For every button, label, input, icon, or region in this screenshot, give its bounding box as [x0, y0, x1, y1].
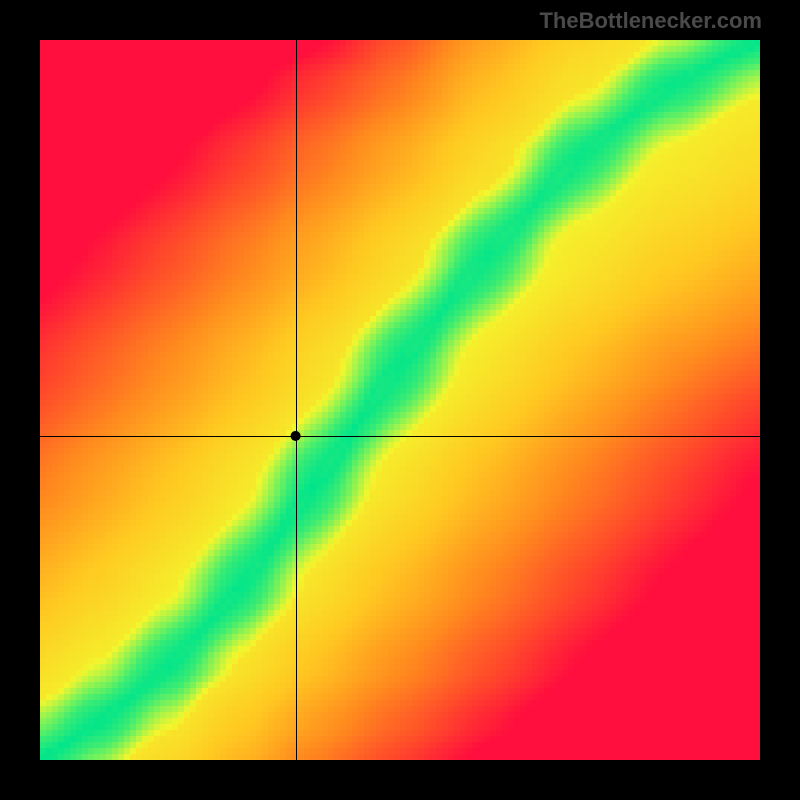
chart-container: TheBottlenecker.com — [0, 0, 800, 800]
watermark-text: TheBottlenecker.com — [539, 8, 762, 34]
bottleneck-heatmap — [40, 40, 760, 760]
